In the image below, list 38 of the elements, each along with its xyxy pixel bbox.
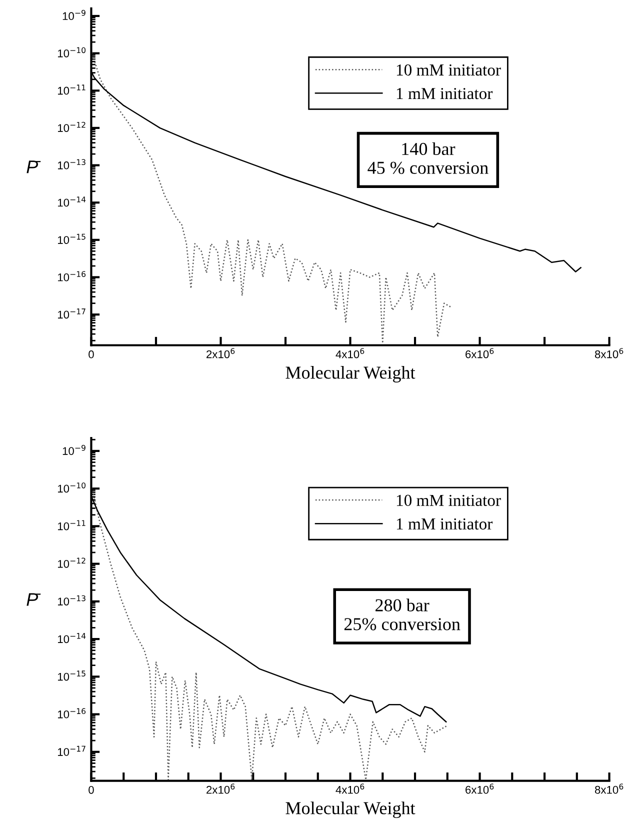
x-tick-label: 4x10$^{6}$ <box>336 784 364 794</box>
x-tick-label: 6x10$^{6}$ <box>466 348 494 358</box>
y-tick-label: 10$^{−15}$ <box>58 670 86 681</box>
x-tick-label: 0 <box>88 350 94 358</box>
y-tick-label: 10$^{−10}$ <box>58 482 86 493</box>
y-tick-label: 10$^{−16}$ <box>58 271 86 282</box>
x-tick-label: 4x10$^{6}$ <box>336 348 364 358</box>
y-tick-label: 10$^{−13}$ <box>58 159 86 170</box>
x-tick-label: 2x10$^{6}$ <box>206 784 235 794</box>
y-tick-label: 10$^{−15}$ <box>58 234 86 244</box>
legend-label: 10 mM initiator <box>396 64 501 76</box>
annotation: 140 bar 45 % conversion <box>368 142 488 174</box>
x-tick-label: 6x10$^{6}$ <box>466 784 494 794</box>
y-tick-label: 10$^{−12}$ <box>58 122 86 132</box>
annotation: 280 bar 25% conversion <box>344 598 460 630</box>
y-tick-label: 10$^{−16}$ <box>58 708 86 718</box>
y-tick-label: 10$^{−17}$ <box>58 746 86 756</box>
y-tick-label: 10$^{−10}$ <box>58 47 86 58</box>
x-tick-label: 8x10$^{6}$ <box>594 348 624 358</box>
legend-label: 10 mM initiator <box>396 494 501 506</box>
y-tick-label: 10$^{−12}$ <box>58 558 86 568</box>
x-tick-label: 8x10$^{6}$ <box>594 784 624 794</box>
y-axis-title: P̄ <box>26 160 41 174</box>
x-axis-title: Molecular Weight <box>286 366 416 382</box>
y-tick-label: 10$^{−13}$ <box>58 595 86 606</box>
x-tick-label: 2x10$^{6}$ <box>206 348 235 358</box>
y-tick-label: 10$^{−9}$ <box>62 444 86 455</box>
legend-label: 1 mM initiator <box>396 88 493 100</box>
y-tick-label: 10$^{−17}$ <box>58 308 86 319</box>
x-axis-title: Molecular Weight <box>286 802 416 818</box>
y-tick-label: 10$^{−9}$ <box>62 10 86 20</box>
y-tick-label: 10$^{−11}$ <box>58 84 86 95</box>
y-tick-label: 10$^{−14}$ <box>58 633 86 644</box>
x-tick-label: 0 <box>88 786 94 794</box>
legend-label: 1 mM initiator <box>396 518 493 530</box>
y-tick-label: 10$^{−14}$ <box>58 196 86 207</box>
y-tick-label: 10$^{−11}$ <box>58 520 86 530</box>
y-axis-title: P̄ <box>26 593 41 606</box>
